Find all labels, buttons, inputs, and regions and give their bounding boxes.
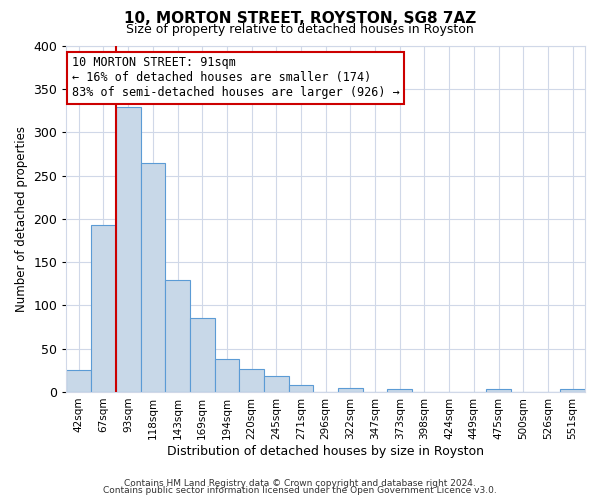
Bar — [264, 376, 289, 392]
Bar — [91, 225, 116, 392]
Bar — [140, 163, 165, 392]
Bar — [239, 370, 264, 392]
Text: 10, MORTON STREET, ROYSTON, SG8 7AZ: 10, MORTON STREET, ROYSTON, SG8 7AZ — [124, 11, 476, 26]
Bar — [116, 106, 140, 392]
Text: Size of property relative to detached houses in Royston: Size of property relative to detached ho… — [126, 22, 474, 36]
X-axis label: Distribution of detached houses by size in Royston: Distribution of detached houses by size … — [167, 444, 484, 458]
Text: Contains HM Land Registry data © Crown copyright and database right 2024.: Contains HM Land Registry data © Crown c… — [124, 478, 476, 488]
Y-axis label: Number of detached properties: Number of detached properties — [15, 126, 28, 312]
Bar — [338, 388, 363, 392]
Bar — [289, 385, 313, 392]
Bar — [67, 370, 91, 392]
Bar — [165, 280, 190, 392]
Bar — [486, 390, 511, 392]
Text: 10 MORTON STREET: 91sqm
← 16% of detached houses are smaller (174)
83% of semi-d: 10 MORTON STREET: 91sqm ← 16% of detache… — [71, 56, 400, 100]
Bar — [190, 318, 215, 392]
Bar — [560, 390, 585, 392]
Text: Contains public sector information licensed under the Open Government Licence v3: Contains public sector information licen… — [103, 486, 497, 495]
Bar — [388, 390, 412, 392]
Bar — [215, 359, 239, 392]
